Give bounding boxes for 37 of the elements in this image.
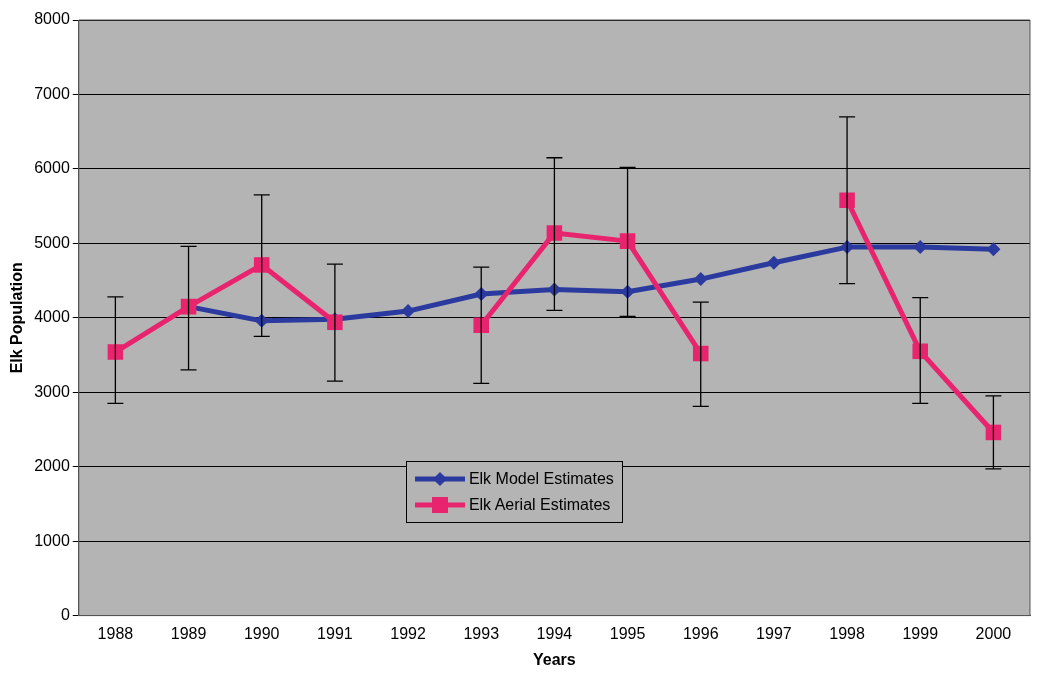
point [473, 317, 490, 334]
x-tick-label: 2000 [975, 624, 1012, 642]
x-tick-label: 1996 [682, 624, 719, 642]
point [986, 242, 1001, 257]
y-tick-label: 2000 [34, 457, 70, 475]
y-tick-label: 5000 [34, 233, 70, 251]
y-tick-label: 6000 [34, 159, 70, 177]
x-tick-label: 1990 [243, 624, 280, 642]
x-tick-label: 1995 [609, 624, 646, 642]
point [107, 344, 124, 360]
y-tick-label: 1000 [34, 531, 70, 549]
point [693, 272, 708, 287]
x-tick-label: 1997 [756, 624, 792, 642]
legend-label: Elk Model Estimates [468, 469, 614, 488]
y-axis-title: Elk Population [8, 262, 26, 374]
x-tick-label: 1998 [829, 624, 865, 642]
y-tick-label: 8000 [34, 10, 70, 28]
y-tick-label: 3000 [34, 382, 70, 400]
y-tick-label: 7000 [34, 84, 70, 102]
x-tick-label: 1993 [463, 624, 500, 642]
point [546, 225, 563, 241]
x-tick-label: 1992 [390, 624, 426, 642]
point [619, 233, 636, 249]
point [401, 304, 416, 319]
x-tick-label: 1989 [170, 624, 207, 642]
y-tick-label: 0 [60, 606, 70, 624]
x-axis-title: Years [533, 650, 576, 668]
x-tick-label: 1991 [317, 624, 353, 642]
x-tick-label: 1994 [536, 624, 573, 642]
point [692, 345, 709, 362]
x-tick-label: 1999 [902, 624, 939, 642]
point [766, 255, 781, 270]
x-tick-label: 1988 [97, 624, 134, 642]
point [912, 343, 929, 360]
legend-label: Elk Aerial Estimates [468, 495, 611, 514]
point [253, 257, 270, 273]
y-tick-label: 4000 [34, 308, 70, 326]
